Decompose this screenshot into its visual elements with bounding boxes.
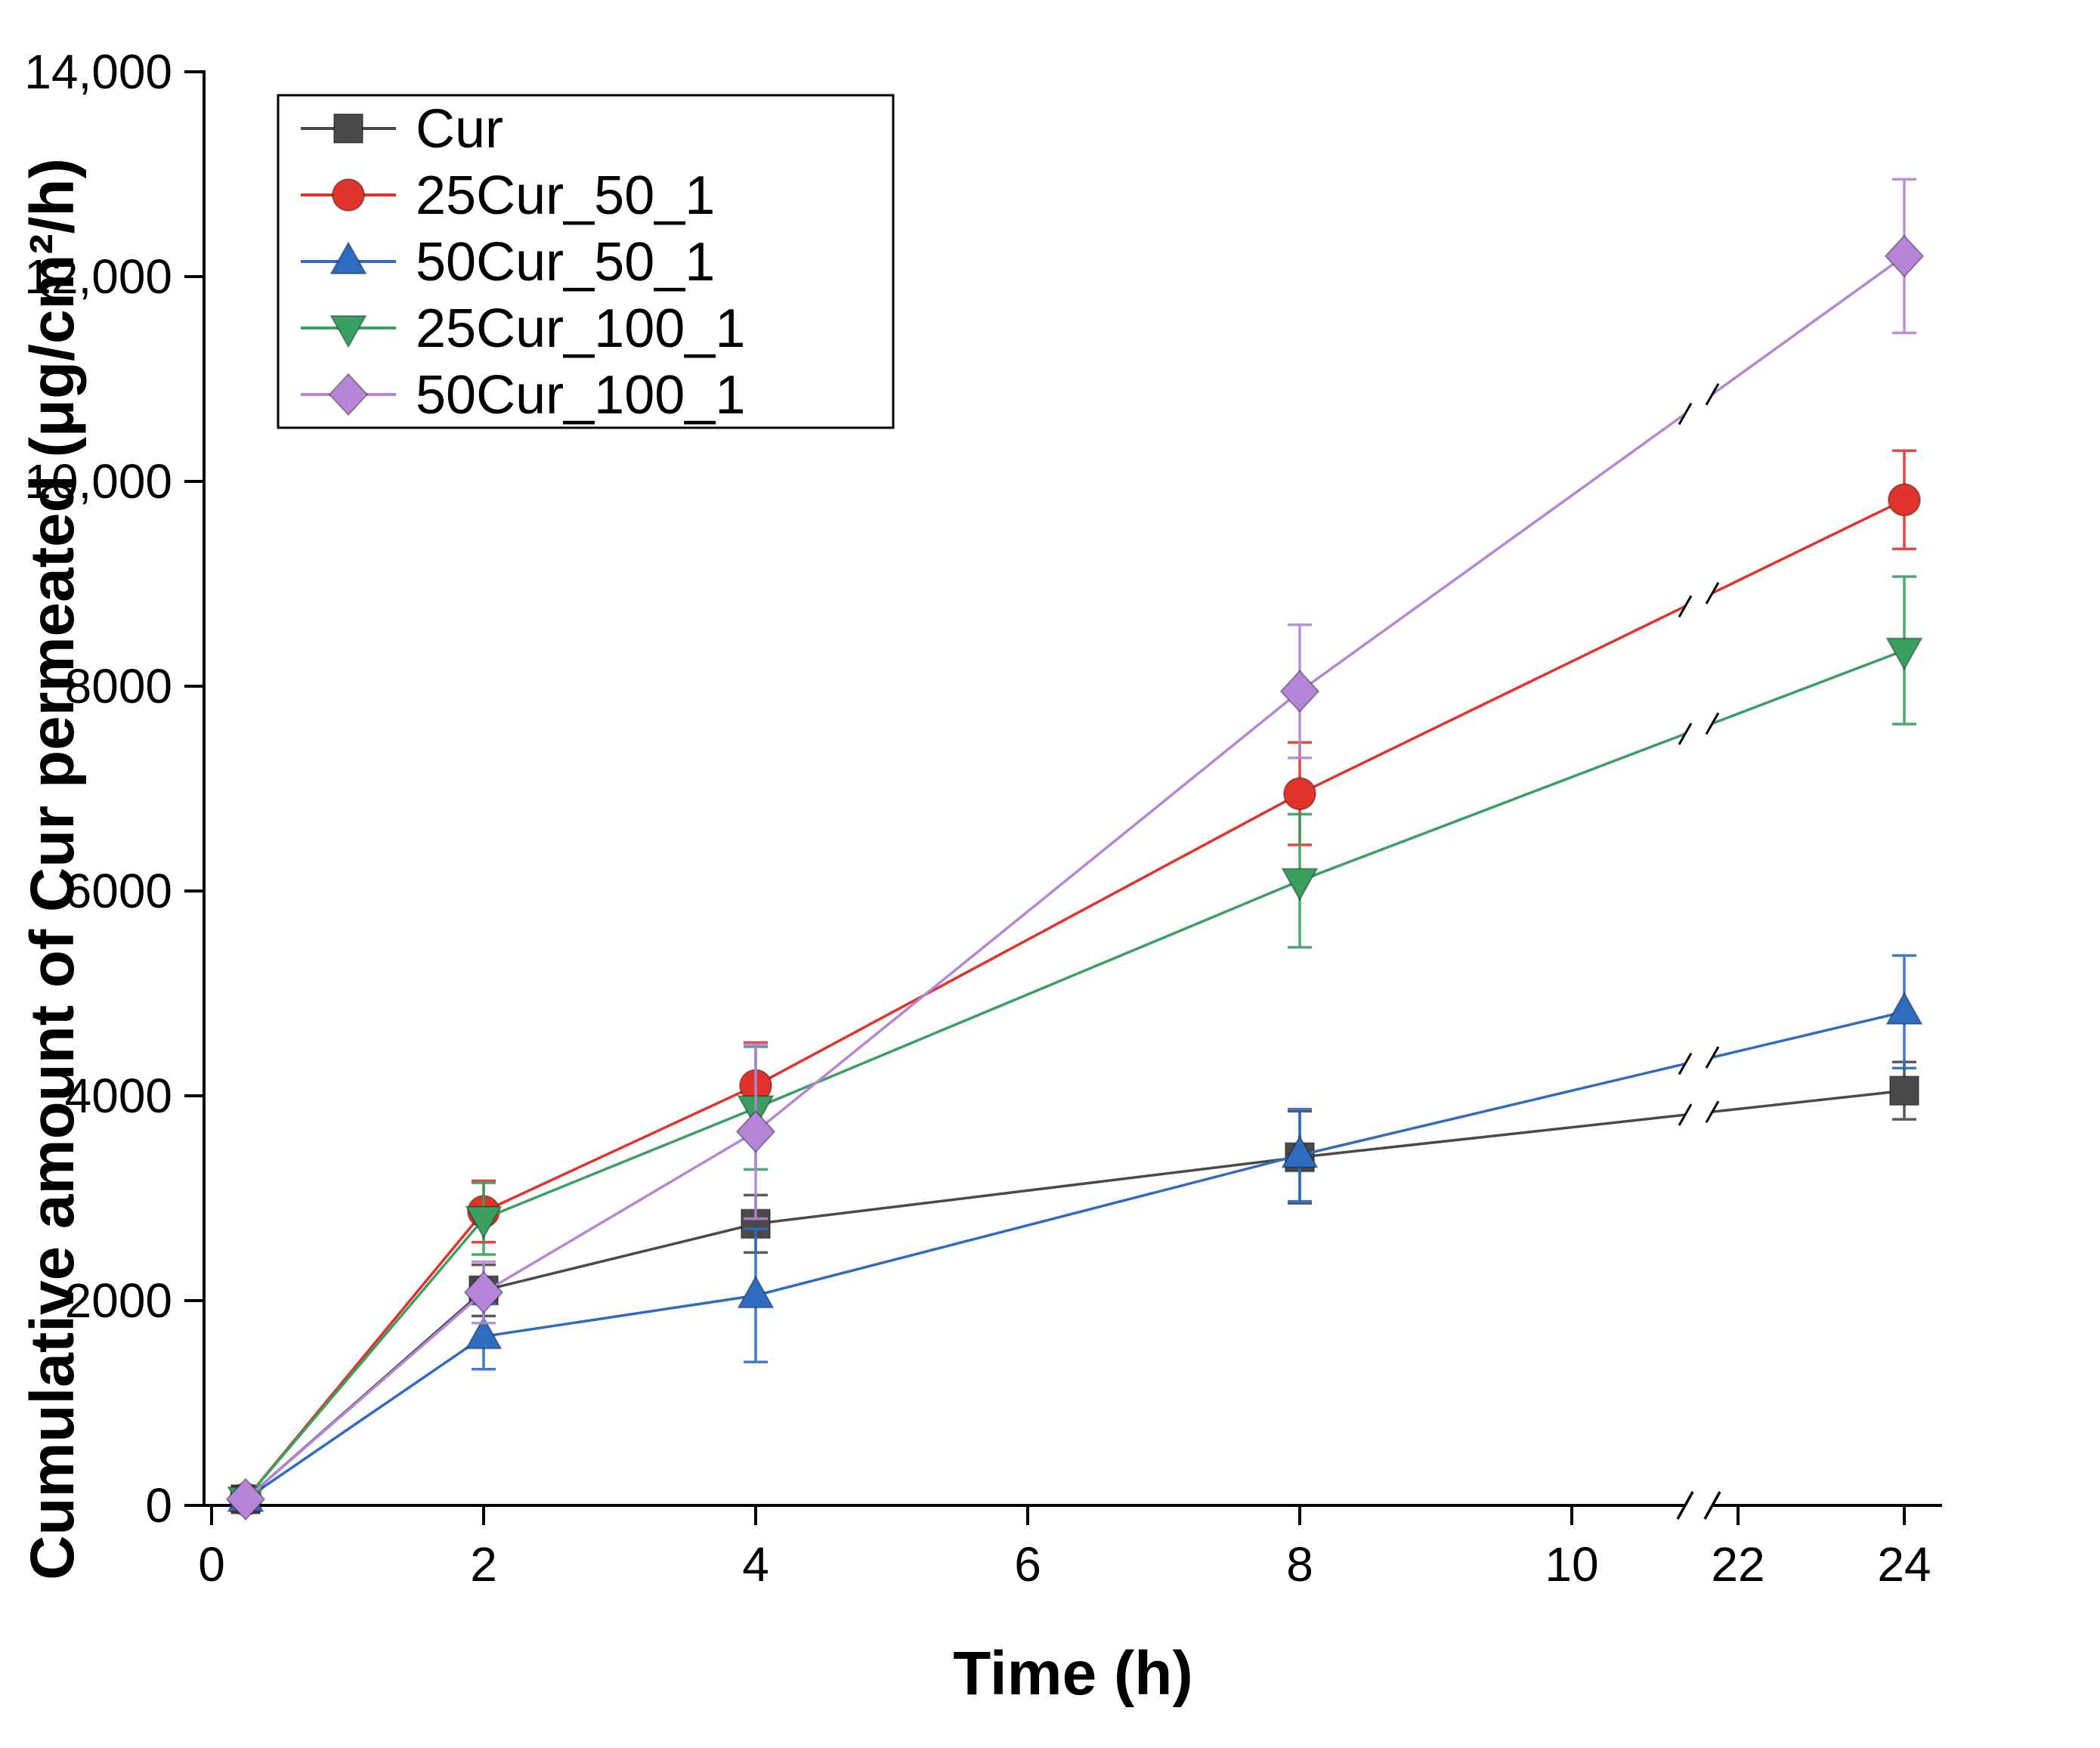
y-axis-title: Cumulative amount of Cur permeated (μg/c… (18, 158, 87, 1580)
diamond-marker (328, 373, 369, 416)
y-tick-label: 0 (145, 1478, 172, 1533)
diamond-marker (225, 1477, 266, 1521)
legend-label: 50Cur_50_1 (416, 232, 715, 292)
triangle-down-marker (1885, 637, 1923, 671)
circle-marker (1888, 483, 1921, 517)
legend-label: 25Cur_100_1 (416, 299, 745, 359)
x-tick-label: 24 (1877, 1537, 1931, 1592)
axis-break-slash (1703, 1491, 1721, 1520)
triangle-down-marker (465, 1205, 503, 1239)
triangle-up-marker (1885, 991, 1923, 1025)
series-50Cur_50_1 (227, 954, 1923, 1512)
series-25Cur_100_1 (227, 575, 1923, 1520)
x-tick-label: 6 (1014, 1537, 1041, 1592)
legend-label: Cur (416, 99, 503, 159)
triangle-up-marker (737, 1275, 775, 1309)
y-tick-label: 14,000 (24, 45, 172, 99)
series-line (1711, 255, 1906, 396)
y-tick-label: 6000 (65, 864, 172, 918)
series-line (1712, 1089, 1905, 1113)
line-break-slash (1678, 1103, 1693, 1126)
diamond-marker (463, 1270, 504, 1314)
line-break-slash (1705, 712, 1720, 735)
x-tick-label: 0 (198, 1537, 225, 1592)
series-50Cur_100_1 (225, 178, 1925, 1521)
series-line (1712, 498, 1905, 595)
series-line (244, 413, 1687, 1501)
line-break-slash (1705, 582, 1720, 605)
triangle-down-marker (1281, 868, 1319, 902)
axis-break-slash (1676, 1491, 1694, 1520)
triangle-up-marker (465, 1316, 503, 1350)
diamond-marker (735, 1109, 776, 1153)
y-tick-label: 2000 (65, 1273, 172, 1328)
y-tick-label: 4000 (65, 1069, 172, 1123)
x-tick-label: 10 (1545, 1537, 1598, 1592)
line-break-slash (1678, 595, 1693, 618)
series-line (244, 1113, 1686, 1501)
circle-marker (332, 178, 365, 212)
square-marker (333, 113, 363, 144)
series-line (245, 1062, 1686, 1501)
y-tick-label: 10,000 (24, 454, 172, 509)
circle-marker (1283, 777, 1316, 811)
series-line (1712, 648, 1905, 725)
x-tick-label: 8 (1286, 1537, 1313, 1592)
y-tick-label: 8000 (65, 659, 172, 713)
x-axis-title: Time (h) (953, 1639, 1193, 1708)
triangle-up-marker (329, 240, 367, 274)
square-marker (1889, 1075, 1919, 1106)
line-break-slash (1705, 1100, 1720, 1123)
line-break-slash (1678, 1052, 1693, 1075)
line-break-slash (1705, 1046, 1720, 1069)
series-line (244, 605, 1686, 1500)
legend-label: 50Cur_100_1 (416, 365, 745, 425)
triangle-up-marker (1281, 1134, 1319, 1168)
line-break-slash (1705, 382, 1720, 406)
line-break-slash (1678, 722, 1693, 745)
legend-label: 25Cur_50_1 (416, 166, 715, 226)
diamond-marker (1279, 670, 1320, 713)
series-line (1712, 1010, 1905, 1059)
x-tick-label: 2 (470, 1537, 497, 1592)
line-break-slash (1678, 402, 1693, 425)
x-tick-label: 4 (742, 1537, 769, 1592)
x-tick-label: 22 (1711, 1537, 1764, 1592)
series-line (244, 732, 1686, 1501)
y-tick-label: 12,000 (24, 249, 172, 304)
diamond-marker (1884, 234, 1925, 278)
triangle-down-marker (329, 315, 367, 349)
